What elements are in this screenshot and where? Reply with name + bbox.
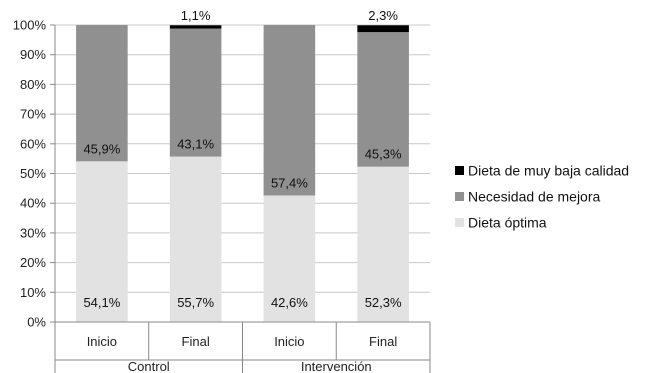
- y-tick-label: 70%: [20, 107, 46, 122]
- y-tick-label: 40%: [20, 196, 46, 211]
- bar-segment: [76, 25, 128, 162]
- data-label: 45,9%: [83, 141, 120, 156]
- x-tick-label: Final: [369, 334, 397, 349]
- y-tick-label: 50%: [20, 166, 46, 181]
- y-tick-label: 100%: [13, 18, 47, 33]
- data-label: 42,6%: [271, 295, 308, 310]
- data-label: 43,1%: [177, 137, 214, 152]
- data-label: 2,3%: [368, 8, 398, 23]
- data-label: 54,1%: [83, 295, 120, 310]
- y-tick-label: 10%: [20, 285, 46, 300]
- data-label: 55,7%: [177, 295, 214, 310]
- y-tick-label: 80%: [20, 77, 46, 92]
- y-tick-label: 30%: [20, 225, 46, 240]
- legend-swatch: [455, 218, 464, 227]
- data-label: 45,3%: [365, 147, 402, 162]
- y-tick-label: 90%: [20, 47, 46, 62]
- data-label: 1,1%: [181, 8, 211, 23]
- legend-swatch: [455, 192, 464, 201]
- x-tick-label: Inicio: [274, 334, 304, 349]
- y-tick-label: 20%: [20, 255, 46, 270]
- data-label: 57,4%: [271, 175, 308, 190]
- bar-segment: [76, 161, 128, 322]
- data-labels: 54,1% 45,9% 55,7% 43,1% 1,1% 42,6% 57,4% 52,3% 4…: [83, 8, 402, 310]
- bar-segment: [169, 25, 222, 29]
- legend: Dieta de muy baja calidad Necesidad de me…: [455, 163, 629, 231]
- bar-segment: [263, 25, 316, 196]
- bar-segment: [169, 28, 222, 157]
- bars: [76, 25, 409, 322]
- y-axis: 0% 10% 20% 30% 40% 50% 60% 70% 80% 90% 100%: [13, 18, 56, 330]
- y-tick-label: 60%: [20, 136, 46, 151]
- bar-segment: [169, 156, 222, 322]
- x-axis: Inicio Final Inicio Final Control Intervenció…: [54, 321, 431, 373]
- bar-segment: [263, 195, 316, 322]
- legend-label: Dieta óptima: [468, 215, 547, 231]
- data-label: 52,3%: [365, 295, 402, 310]
- x-tick-label: Final: [182, 334, 210, 349]
- bar-segment: [357, 32, 409, 167]
- legend-label: Dieta de muy baja calidad: [468, 163, 629, 179]
- x-tick-label: Inicio: [87, 334, 117, 349]
- y-tick-label: 0%: [27, 315, 46, 330]
- legend-swatch: [455, 166, 464, 175]
- bar-segment: [357, 25, 409, 33]
- group-label: Control: [128, 359, 170, 373]
- group-label: Intervención: [301, 359, 372, 373]
- legend-label: Necesidad de mejora: [468, 189, 601, 205]
- bar-segment: [357, 166, 409, 322]
